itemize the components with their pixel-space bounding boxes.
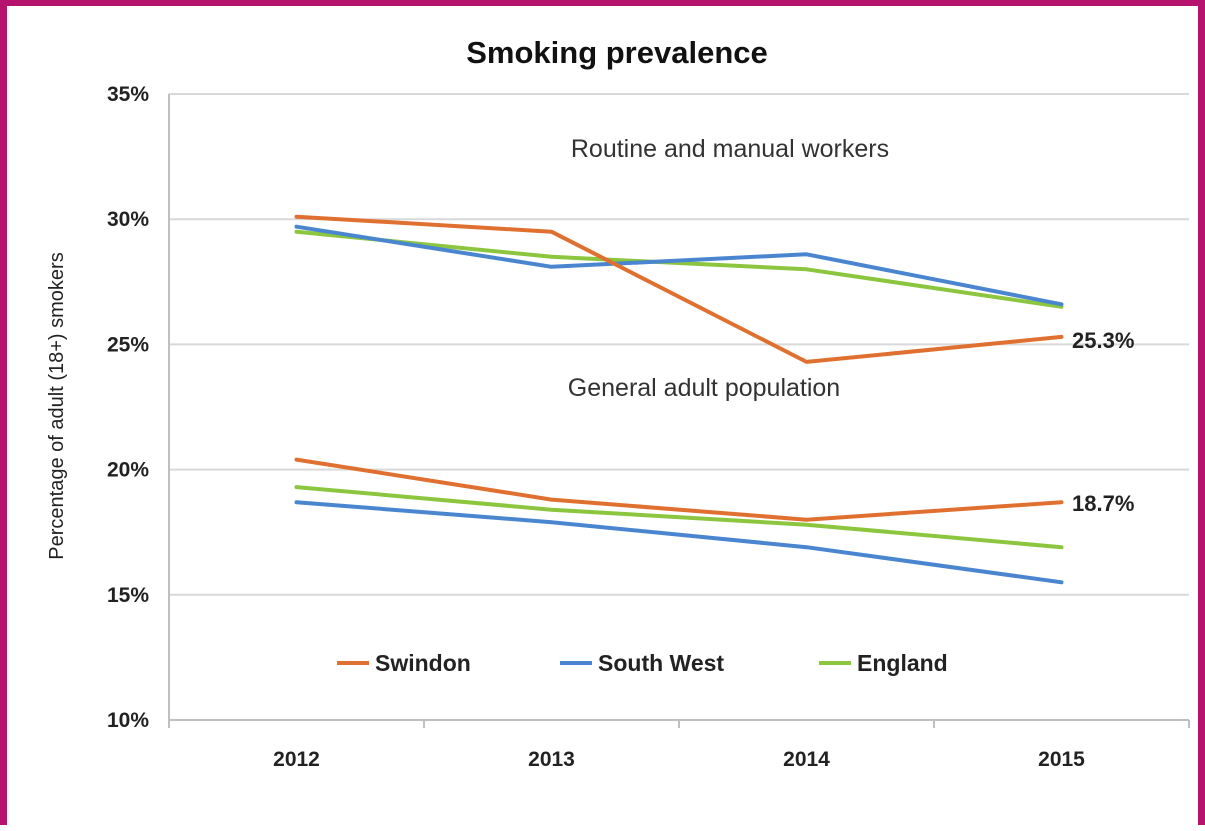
series-line-routine-england — [294, 229, 1064, 309]
x-tick-label-2013: 2013 — [528, 748, 575, 771]
legend-label-south-west: South West — [598, 650, 724, 676]
x-tick-label-2014: 2014 — [783, 748, 830, 771]
legend-label-england: England — [857, 650, 948, 676]
series-line-routine-south-west — [294, 224, 1064, 307]
value-label-general-swindon-2015: 18.7% — [1072, 491, 1134, 516]
x-tick-label-2015: 2015 — [1038, 748, 1085, 771]
axes — [168, 94, 1190, 728]
legend: Swindon South West England — [337, 650, 948, 676]
y-tick-label: 15% — [107, 584, 149, 607]
y-tick-label: 10% — [107, 709, 149, 732]
y-tick-label: 30% — [107, 208, 149, 231]
y-axis-label: Percentage of adult (18+) smokers — [46, 252, 68, 559]
chart-title: Smoking prevalence — [466, 35, 768, 70]
group-label-general-population: General adult population — [568, 374, 840, 402]
series-line-general-england — [294, 485, 1064, 550]
legend-label-swindon: Swindon — [375, 650, 471, 676]
y-tick-label: 25% — [107, 333, 149, 356]
series-line-general-south-west — [294, 500, 1064, 585]
y-tick-label: 35% — [107, 83, 149, 106]
smoking-prevalence-chart: Smoking prevalence Percentage of adult (… — [46, 35, 1190, 771]
y-tick-label: 20% — [107, 459, 149, 482]
series-line-general-swindon — [294, 457, 1064, 522]
series-line-routine-swindon — [294, 214, 1064, 364]
tick-labels: 10% 15% 20% 25% 30% 35% 2012 2013 2014 2015 — [107, 83, 1085, 771]
value-label-routine-swindon-2015: 25.3% — [1072, 328, 1134, 353]
x-tick-label-2012: 2012 — [273, 748, 320, 771]
group-label-routine-manual: Routine and manual workers — [571, 135, 889, 163]
gridlines — [169, 93, 1189, 596]
chart-text: Smoking prevalence Percentage of adult (… — [46, 35, 1134, 560]
series-lines — [294, 214, 1064, 585]
